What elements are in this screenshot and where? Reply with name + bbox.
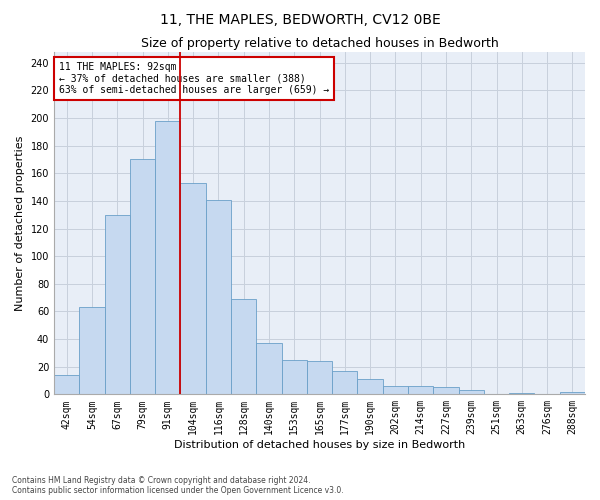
Bar <box>509 393 535 394</box>
Bar <box>281 360 307 394</box>
Bar <box>54 375 79 394</box>
Text: 11 THE MAPLES: 92sqm
← 37% of detached houses are smaller (388)
63% of semi-deta: 11 THE MAPLES: 92sqm ← 37% of detached h… <box>59 62 329 95</box>
Bar <box>458 390 484 394</box>
Bar <box>130 160 155 394</box>
Bar <box>433 388 458 394</box>
Bar <box>206 200 231 394</box>
Text: 11, THE MAPLES, BEDWORTH, CV12 0BE: 11, THE MAPLES, BEDWORTH, CV12 0BE <box>160 12 440 26</box>
Bar <box>104 214 130 394</box>
X-axis label: Distribution of detached houses by size in Bedworth: Distribution of detached houses by size … <box>174 440 465 450</box>
Bar <box>560 392 585 394</box>
Bar <box>383 386 408 394</box>
Text: Contains HM Land Registry data © Crown copyright and database right 2024.
Contai: Contains HM Land Registry data © Crown c… <box>12 476 344 495</box>
Bar <box>256 343 281 394</box>
Bar <box>408 386 433 394</box>
Bar <box>307 361 332 394</box>
Bar <box>79 308 104 394</box>
Bar <box>358 379 383 394</box>
Bar <box>181 183 206 394</box>
Y-axis label: Number of detached properties: Number of detached properties <box>15 136 25 310</box>
Title: Size of property relative to detached houses in Bedworth: Size of property relative to detached ho… <box>140 38 499 51</box>
Bar <box>155 121 181 394</box>
Bar <box>332 371 358 394</box>
Bar <box>231 299 256 394</box>
